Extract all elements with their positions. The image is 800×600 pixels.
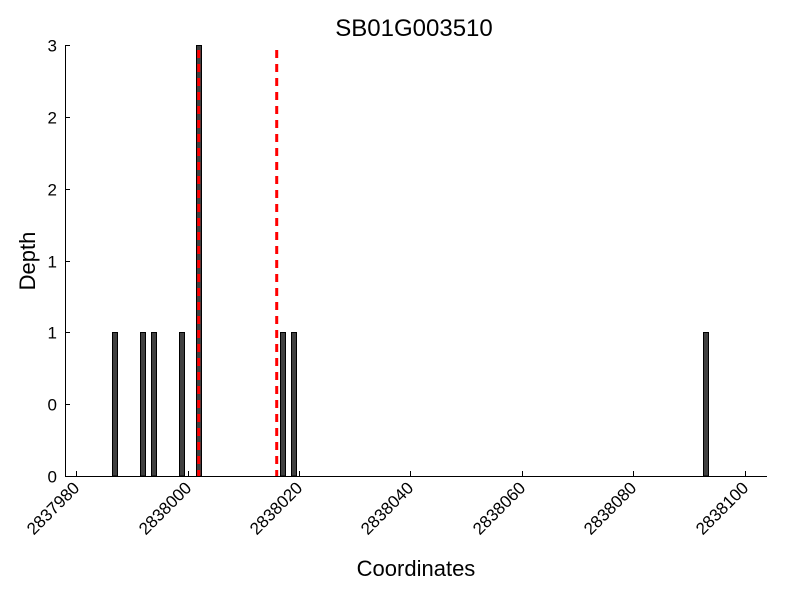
x-tick-label: 2838080 [580,478,640,538]
bar [151,332,157,477]
bar [280,332,286,477]
y-tick-label: 0 [48,396,57,415]
x-tick-label: 2838040 [357,478,417,538]
bars-layer [112,45,709,477]
y-tick-label: 3 [48,37,57,56]
x-tick-label: 2837980 [23,478,83,538]
x-tick-label: 2838060 [469,478,529,538]
x-axis-label: Coordinates [357,556,476,581]
plot-area: 0 0 1 1 2 2 3 2837980 2838000 2838020 2838040 2838… [23,37,767,539]
y-ticks-layer: 0 0 1 1 2 2 3 [48,37,70,487]
bar [703,332,709,477]
x-tick-label: 2838100 [692,478,752,538]
x-tick-label: 2838000 [135,478,195,538]
y-tick-label: 0 [48,468,57,487]
y-axis-label: Depth [15,232,40,291]
axes-frame [65,45,767,477]
marker-lines-layer [197,50,279,476]
y-tick-label: 1 [48,324,57,343]
bar [140,332,146,477]
y-tick-label: 1 [48,253,57,272]
bar [112,332,118,477]
y-tick-label: 2 [48,109,57,128]
x-ticks-layer: 2837980 2838000 2838020 2838040 2838060 28380… [23,471,752,539]
x-tick-label: 2838020 [246,478,306,538]
bar [291,332,297,477]
chart-title: SB01G003510 [335,15,492,42]
y-tick-label: 2 [48,181,57,200]
bar [179,332,185,477]
